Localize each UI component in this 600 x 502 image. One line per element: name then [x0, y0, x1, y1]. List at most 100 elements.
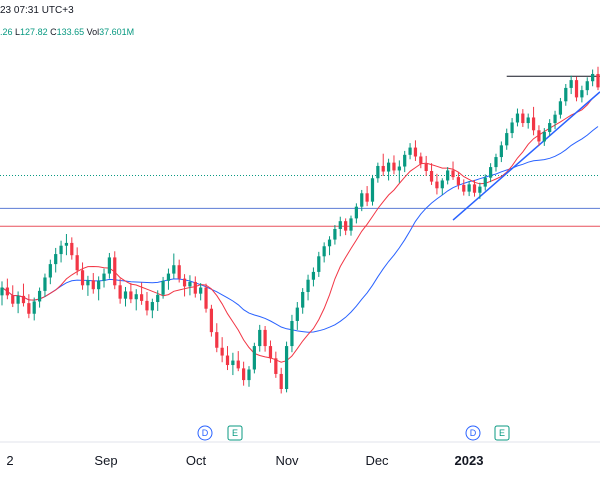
candle: [456, 172, 461, 190]
candle: [526, 113, 530, 129]
candle-body: [531, 117, 536, 131]
candle-body: [209, 308, 214, 333]
candle-body: [360, 193, 364, 207]
candle: [483, 174, 487, 191]
candle: [102, 268, 106, 288]
candle-body: [456, 177, 461, 185]
candle-body: [365, 193, 369, 202]
candle-body: [129, 291, 133, 300]
candle-body: [37, 290, 42, 302]
candle-body: [585, 81, 589, 91]
candle: [317, 251, 321, 277]
candle: [333, 225, 337, 245]
candle-body: [236, 360, 240, 369]
candle: [322, 242, 326, 263]
candle: [510, 118, 514, 139]
candle-body: [338, 221, 342, 229]
candle-body: [274, 358, 278, 374]
candle-body: [370, 178, 375, 202]
candle-body: [263, 329, 267, 347]
candle: [397, 160, 401, 183]
candle-body: [161, 280, 165, 295]
candle: [585, 77, 589, 96]
candle: [225, 346, 230, 371]
candle: [478, 182, 482, 199]
candle: [75, 247, 79, 276]
candle-body: [182, 278, 187, 287]
candle-body: [553, 114, 557, 124]
candle-body: [327, 239, 332, 247]
candle: [365, 186, 369, 207]
candle: [381, 153, 385, 177]
horizontal-levels: [0, 174, 600, 227]
candle: [252, 342, 256, 374]
candle: [290, 314, 294, 353]
candle: [580, 85, 584, 103]
candle-body: [574, 80, 579, 98]
candle-body: [472, 184, 477, 193]
candle: [311, 267, 316, 287]
candle: [440, 178, 444, 195]
earnings-marker: E: [494, 425, 510, 441]
candle-body: [413, 147, 418, 157]
candle-body: [515, 113, 520, 123]
candle: [489, 163, 493, 183]
candle: [161, 276, 165, 299]
candle: [558, 97, 563, 119]
candle: [327, 236, 332, 256]
candle: [435, 173, 439, 195]
candle-body: [5, 287, 9, 296]
candle: [553, 110, 557, 130]
candle: [338, 216, 342, 237]
candle: [537, 125, 541, 146]
candle-body: [91, 280, 95, 290]
candle-body: [215, 332, 219, 348]
candle-body: [429, 170, 434, 182]
candle-body: [392, 162, 396, 171]
candle-body: [499, 145, 503, 158]
candle: [177, 259, 181, 283]
candle: [21, 283, 26, 307]
candle: [419, 152, 423, 169]
candle: [274, 351, 278, 378]
candle: [301, 288, 305, 314]
dividend-icon: [465, 425, 481, 441]
candle: [80, 262, 85, 290]
candle: [215, 323, 219, 353]
candle: [0, 281, 4, 306]
close-label: C: [50, 27, 57, 37]
candle: [392, 155, 396, 175]
candle: [209, 304, 214, 337]
candle: [64, 234, 69, 256]
candle: [451, 161, 455, 180]
candle: [129, 283, 133, 304]
candle-body: [225, 355, 230, 366]
candle-body: [290, 320, 294, 347]
candle: [220, 337, 224, 363]
candle: [354, 203, 358, 224]
candle: [386, 158, 391, 181]
candle: [370, 174, 375, 206]
candle-body: [376, 165, 380, 179]
candle-body: [134, 294, 138, 300]
candle: [204, 283, 208, 313]
candle: [156, 290, 160, 311]
candle-body: [403, 154, 407, 167]
candle: [472, 179, 477, 197]
candle: [548, 119, 552, 136]
ma-fast-line: [1, 93, 599, 363]
candle-body: [156, 294, 160, 303]
candle: [521, 109, 525, 127]
candle-body: [21, 295, 26, 304]
candle: [542, 128, 546, 146]
earnings-marker: E: [227, 425, 243, 441]
candle-body: [526, 117, 530, 124]
candle-body: [494, 157, 498, 168]
candle-body: [489, 167, 493, 178]
candle-body: [483, 177, 487, 187]
candle-body: [75, 255, 79, 271]
candle: [295, 302, 299, 330]
candle: [574, 76, 579, 102]
